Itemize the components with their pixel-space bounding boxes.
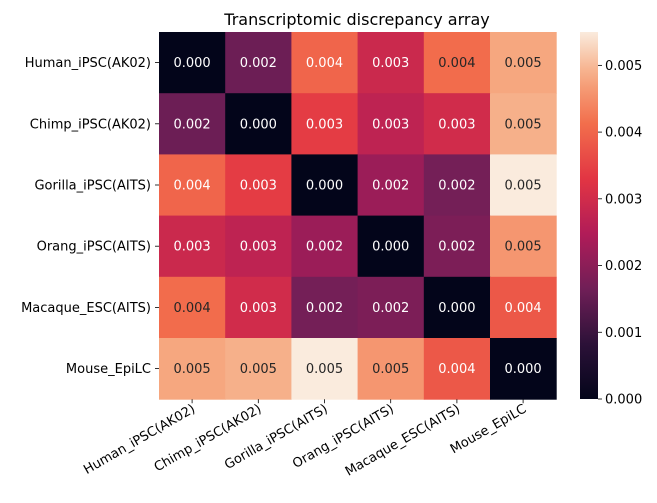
cell-annotation: 0.000 xyxy=(173,56,210,71)
row-labels: Human_iPSC(AK02) Chimp_iPSC(AK02) Gorilla_… xyxy=(21,56,159,377)
colorbar-tick-label: 0.001 xyxy=(605,326,642,341)
colorbar-tick-label: 0.003 xyxy=(605,192,642,207)
cell-annotation: 0.000 xyxy=(504,362,541,377)
heatmap-cell xyxy=(490,338,557,400)
heatmap-cell xyxy=(357,32,425,94)
heatmap-cell xyxy=(423,93,491,155)
heatmap-cell xyxy=(291,338,359,400)
heatmap-cell xyxy=(159,32,226,94)
cell-annotation: 0.005 xyxy=(504,240,541,255)
cell-annotation: 0.005 xyxy=(173,362,210,377)
cell-annotation: 0.003 xyxy=(240,240,277,255)
heatmap-cell xyxy=(423,154,491,217)
cell-annotation: 0.004 xyxy=(173,179,210,194)
cell-annotation: 0.003 xyxy=(372,56,409,71)
cell-annotation: 0.005 xyxy=(306,362,343,377)
heatmap-cell xyxy=(490,93,557,155)
heatmap-cell xyxy=(291,215,359,278)
heatmap-cell xyxy=(291,32,359,94)
heatmap-cell xyxy=(357,338,425,400)
heatmap-cell xyxy=(225,276,292,339)
heatmap-cell xyxy=(423,32,491,94)
cell-annotation: 0.000 xyxy=(372,240,409,255)
heatmap-cells: 0.000 0.002 0.004 0.003 0.004 0.005 0.002 0.000… xyxy=(159,32,557,400)
heatmap-cell xyxy=(225,32,292,94)
heatmap-cell xyxy=(159,276,226,339)
heatmap-cell xyxy=(357,276,425,339)
heatmap-cell xyxy=(357,154,425,217)
colorbar-tick-label: 0.000 xyxy=(605,393,642,408)
row-label: Mouse_EpiLC xyxy=(66,362,151,377)
row-label: Orang_iPSC(AITS) xyxy=(37,240,151,255)
cell-annotation: 0.002 xyxy=(372,301,409,316)
heatmap-cell xyxy=(490,276,557,339)
row-label: Gorilla_iPSC(AITS) xyxy=(34,179,151,194)
heatmap-cell xyxy=(159,93,226,155)
cell-annotation: 0.000 xyxy=(306,179,343,194)
column-label: Chimp_iPSC(AK02) xyxy=(152,402,264,476)
heatmap-cell xyxy=(490,215,557,278)
heatmap-cell xyxy=(159,338,226,400)
heatmap-cell xyxy=(423,276,491,339)
cell-annotation: 0.002 xyxy=(372,179,409,194)
colorbar-tick-label: 0.004 xyxy=(605,126,642,141)
cell-annotation: 0.002 xyxy=(438,240,475,255)
heatmap-cell xyxy=(159,154,226,217)
cell-annotation: 0.003 xyxy=(306,117,343,132)
colorbar: 0.000 0.001 0.002 0.003 0.004 0.005 xyxy=(580,32,642,408)
colorbar-tick-label: 0.002 xyxy=(605,259,642,274)
cell-annotation: 0.005 xyxy=(504,179,541,194)
heatmap-cell xyxy=(225,154,292,217)
cell-annotation: 0.003 xyxy=(372,117,409,132)
heatmap-cell xyxy=(291,276,359,339)
colorbar-gradient xyxy=(580,32,598,399)
cell-annotation: 0.002 xyxy=(438,179,475,194)
heatmap-cell xyxy=(490,32,557,94)
cell-annotation: 0.003 xyxy=(438,117,475,132)
cell-annotation: 0.000 xyxy=(240,117,277,132)
cell-annotation: 0.005 xyxy=(504,117,541,132)
chart-title: Transcriptomic discrepancy array xyxy=(223,10,489,29)
cell-annotation: 0.002 xyxy=(306,301,343,316)
cell-annotation: 0.003 xyxy=(240,179,277,194)
heatmap-cell xyxy=(423,215,491,278)
column-label: Human_iPSC(AK02) xyxy=(81,402,198,478)
row-label: Human_iPSC(AK02) xyxy=(25,56,151,71)
heatmap-cell xyxy=(291,93,359,155)
heatmap-cell xyxy=(225,93,292,155)
cell-annotation: 0.003 xyxy=(173,240,210,255)
cell-annotation: 0.003 xyxy=(240,301,277,316)
heatmap-cell xyxy=(225,215,292,278)
row-label: Chimp_iPSC(AK02) xyxy=(30,117,151,132)
cell-annotation: 0.005 xyxy=(372,362,409,377)
cell-annotation: 0.002 xyxy=(240,56,277,71)
heatmap-cell xyxy=(291,154,359,217)
cell-annotation: 0.002 xyxy=(306,240,343,255)
colorbar-tick-label: 0.005 xyxy=(605,59,642,74)
heatmap-cell xyxy=(357,215,425,278)
cell-annotation: 0.004 xyxy=(438,362,475,377)
column-labels: Human_iPSC(AK02)Chimp_iPSC(AK02)Gorilla_… xyxy=(81,399,529,480)
heatmap-cell xyxy=(423,338,491,400)
cell-annotation: 0.002 xyxy=(173,117,210,132)
cell-annotation: 0.005 xyxy=(504,56,541,71)
cell-annotation: 0.005 xyxy=(240,362,277,377)
row-label: Macaque_ESC(AITS) xyxy=(21,301,151,316)
column-label: Macaque_ESC(AITS) xyxy=(343,402,463,480)
cell-annotation: 0.004 xyxy=(306,56,343,71)
heatmap-cell xyxy=(159,215,226,278)
cell-annotation: 0.004 xyxy=(173,301,210,316)
heatmap-cell xyxy=(357,93,425,155)
cell-annotation: 0.004 xyxy=(504,301,541,316)
cell-annotation: 0.000 xyxy=(438,301,475,316)
cell-annotation: 0.004 xyxy=(438,56,475,71)
heatmap-cell xyxy=(225,338,292,400)
heatmap-cell xyxy=(490,154,557,217)
